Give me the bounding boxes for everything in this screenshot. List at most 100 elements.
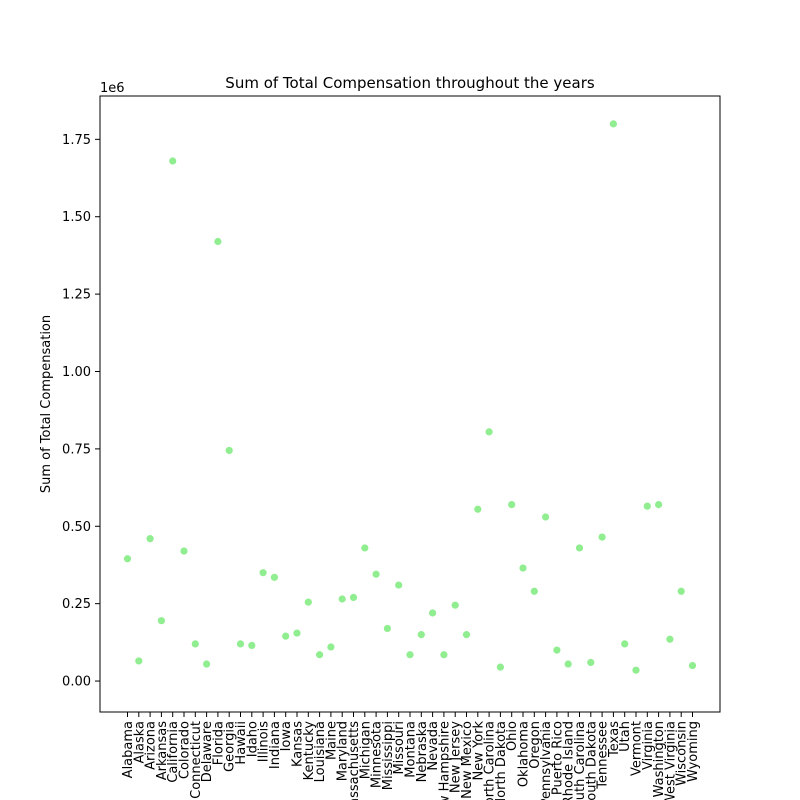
data-points (123, 120, 697, 674)
data-point (123, 555, 132, 563)
data-point (146, 535, 154, 543)
data-point (609, 120, 618, 128)
x-tick-label: Kentucky (302, 721, 317, 781)
x-tick-label: New Hampshire (437, 721, 452, 800)
x-tick-label: Alabama (121, 721, 136, 778)
x-tick-label: Georgia (223, 721, 238, 772)
data-point (564, 660, 572, 668)
x-tick-label: Florida (211, 721, 226, 765)
data-point (248, 641, 256, 650)
x-tick-label: Texas (607, 721, 622, 758)
x-tick-label: West Virginia (663, 721, 678, 800)
data-point (688, 661, 697, 670)
x-tick-label: Minnesota (370, 721, 385, 788)
x-tick-label: New Mexico (460, 721, 475, 799)
y-tick-label: 1.75 (62, 133, 91, 148)
y-tick-label: 1.00 (62, 365, 91, 380)
data-point (598, 533, 606, 541)
data-point (395, 581, 403, 589)
x-tick-label: Maine (324, 721, 339, 760)
data-point (519, 564, 527, 572)
data-point (553, 646, 561, 654)
x-tick-label: Idaho (245, 721, 260, 757)
data-point (429, 609, 437, 617)
y-tick-label: 0.25 (62, 597, 91, 612)
x-tick-label: Kansas (291, 721, 306, 767)
y-tick-label: 0.75 (62, 442, 91, 457)
x-tick-label: Oregon (528, 721, 543, 769)
data-point (508, 501, 516, 509)
data-point (304, 598, 312, 606)
x-tick-label: Mississippi (381, 721, 396, 790)
data-point (203, 660, 211, 668)
x-tick-label: Alaska (132, 721, 147, 764)
x-tick-label: Missouri (392, 721, 407, 775)
y-axis-ticks: 0.00 0.25 0.50 0.75 1.00 1.25 1.50 1.75 (62, 133, 100, 690)
x-tick-label: New Jersey (449, 721, 464, 793)
data-point (485, 428, 493, 436)
x-tick-label: Vermont (630, 721, 645, 776)
y-axis-offset-label: 1e6 (100, 81, 125, 96)
x-tick-label: Utah (618, 721, 633, 752)
data-point (327, 643, 335, 651)
data-point (214, 237, 222, 246)
data-point (383, 624, 391, 633)
x-tick-label: Maryland (336, 721, 351, 781)
x-tick-label: Iowa (279, 721, 294, 751)
data-point (406, 651, 414, 659)
y-tick-label: 0.50 (62, 520, 91, 535)
x-tick-label: Virginia (641, 721, 656, 770)
data-point (169, 157, 177, 165)
x-tick-label: Michigan (358, 721, 373, 779)
x-tick-label: North Carolina (483, 721, 498, 800)
x-tick-label: Illinois (257, 721, 272, 762)
data-point (632, 666, 640, 674)
data-point (316, 651, 324, 659)
data-point (655, 501, 663, 509)
data-point (180, 547, 188, 555)
x-tick-label: Rhode Island (562, 721, 577, 800)
data-point (451, 601, 459, 609)
data-point (530, 587, 538, 595)
data-point (643, 502, 651, 510)
x-tick-label: Arizona (144, 721, 159, 770)
x-tick-label: California (166, 721, 181, 783)
x-tick-label: New York (471, 721, 486, 781)
data-point (157, 617, 165, 625)
data-point (587, 658, 595, 667)
data-point (575, 544, 584, 552)
data-point (372, 570, 380, 578)
x-tick-label: Montana (404, 721, 419, 778)
chart-title: Sum of Total Compensation throughout the… (225, 74, 595, 92)
data-point (225, 446, 233, 455)
data-point (361, 544, 369, 552)
x-tick-label: Wisconsin (675, 721, 690, 786)
x-tick-label: Arkansas (155, 721, 170, 780)
x-tick-label: South Carolina (573, 721, 588, 800)
data-point (338, 595, 346, 603)
x-tick-label: Louisiana (313, 721, 328, 782)
data-point (677, 587, 685, 595)
data-point (259, 569, 267, 577)
y-tick-label: 1.25 (62, 288, 91, 303)
x-tick-label: Washington (652, 721, 667, 797)
data-point (293, 629, 301, 637)
y-tick-label: 1.50 (62, 210, 91, 225)
x-tick-label: Nebraska (415, 721, 430, 782)
data-point (349, 593, 358, 602)
data-point (270, 573, 278, 581)
plot-area-frame (99, 95, 721, 713)
data-point (462, 631, 471, 639)
x-axis-ticks: AlabamaAlaskaArizonaArkansasCaliforniaCo… (121, 712, 701, 800)
data-point (282, 632, 290, 640)
data-point (542, 513, 550, 521)
data-point (417, 631, 425, 639)
x-tick-label: Puerto Rico (550, 721, 565, 795)
data-point (191, 640, 199, 648)
data-point (440, 651, 448, 659)
data-point (236, 640, 245, 648)
x-tick-label: Nevada (426, 721, 441, 771)
x-tick-label: Colorado (178, 721, 193, 779)
data-point (474, 505, 482, 513)
